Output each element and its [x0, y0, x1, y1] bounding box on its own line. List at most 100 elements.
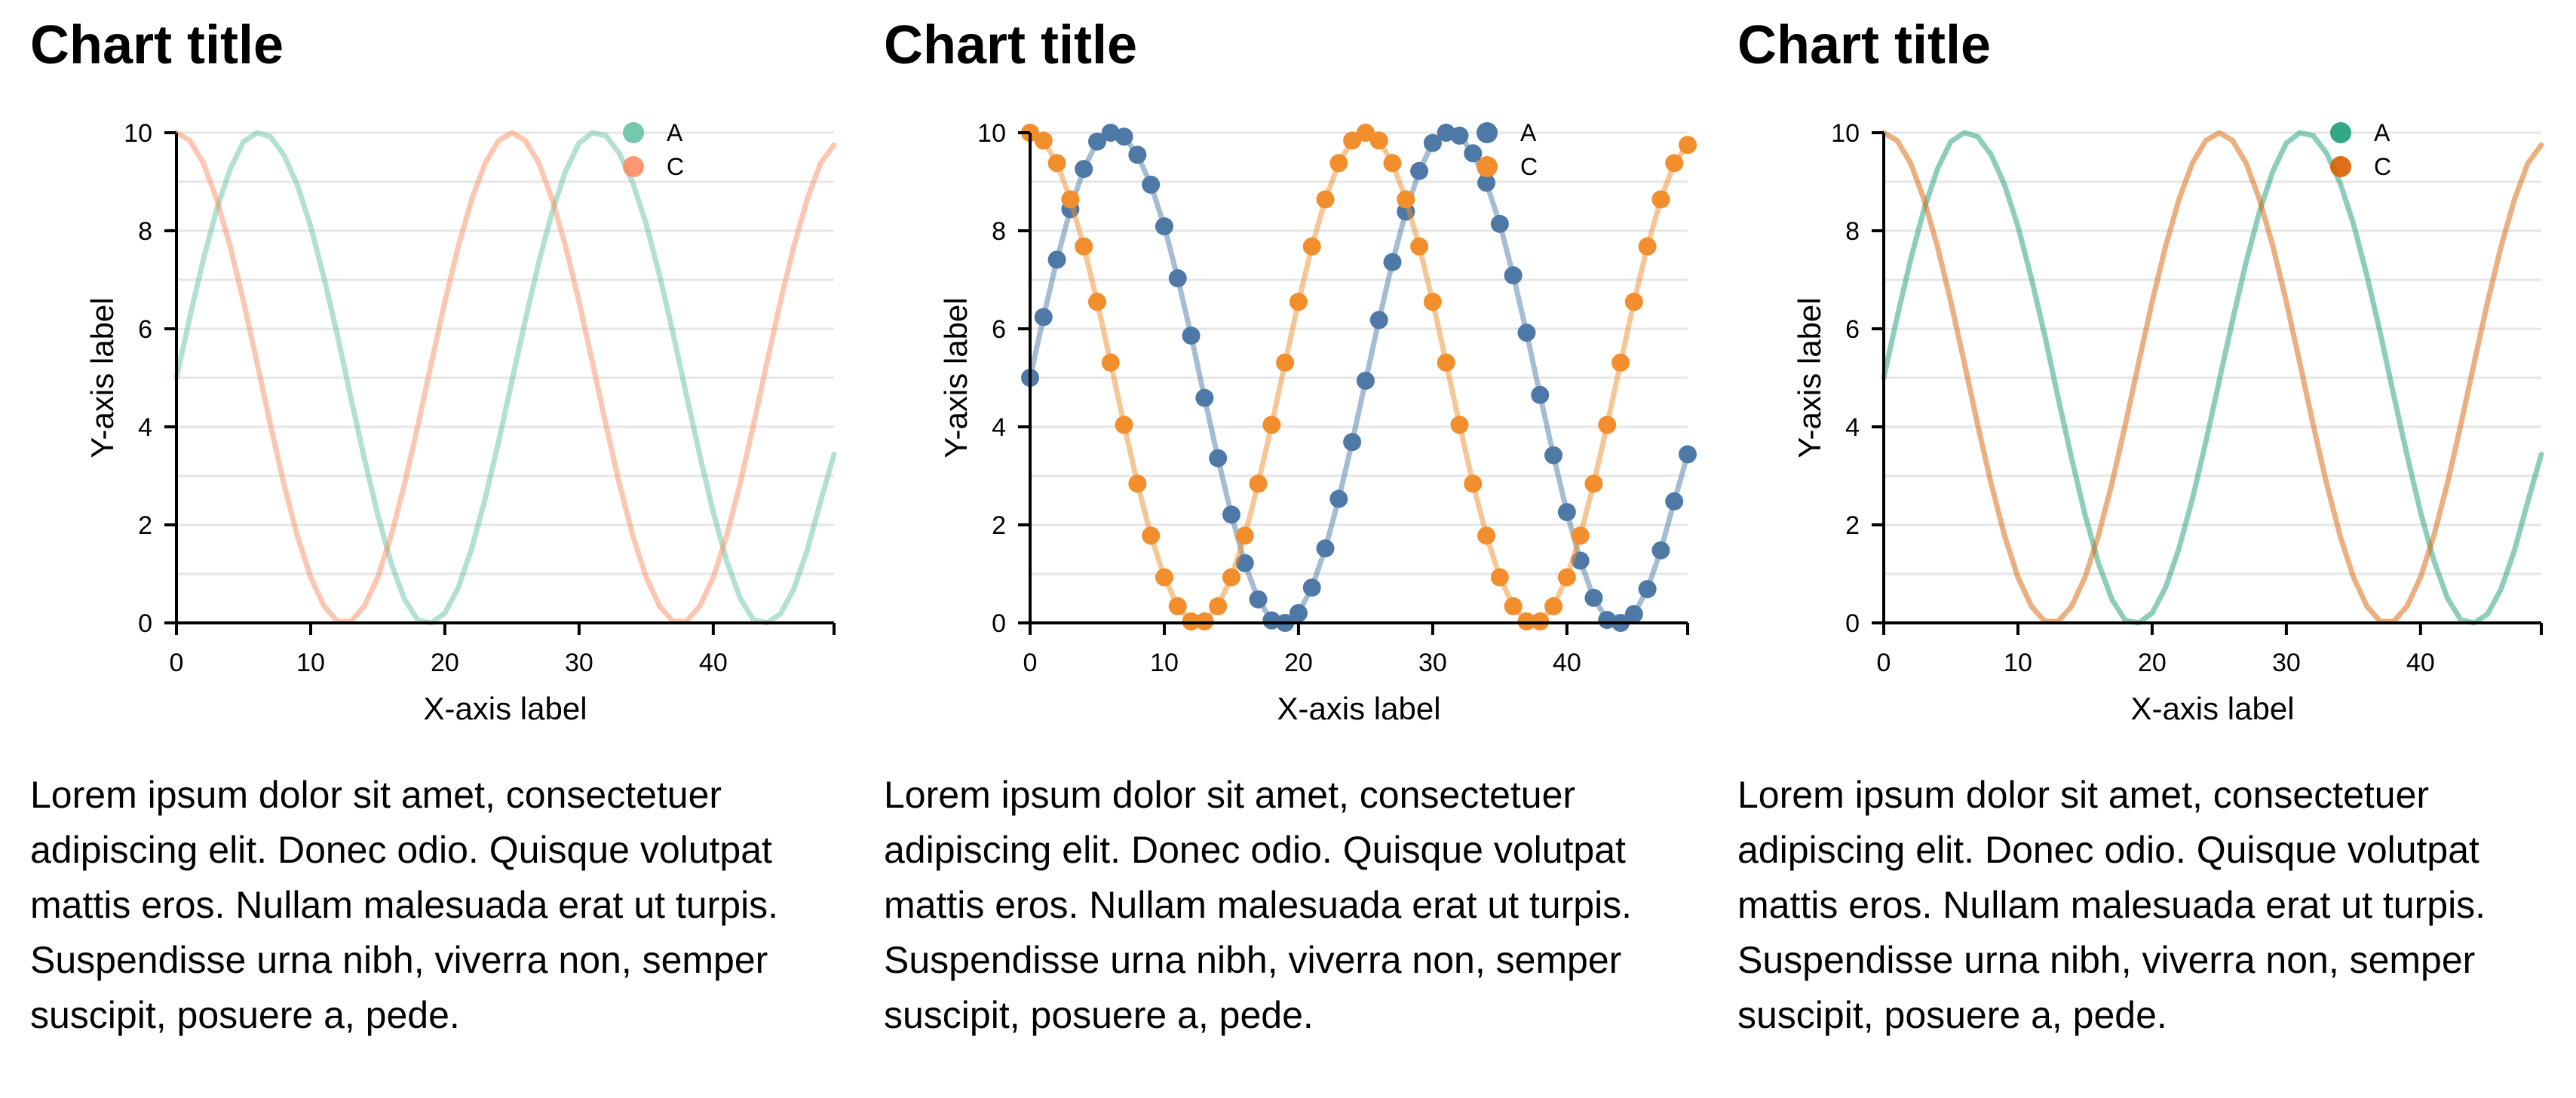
legend: AC [1477, 119, 1538, 180]
data-point [1128, 146, 1147, 164]
data-point [1209, 449, 1228, 468]
x-tick-label: 40 [1553, 649, 1581, 677]
x-tick-label: 20 [2138, 649, 2167, 677]
y-tick-label: 6 [992, 315, 1006, 344]
data-point [1316, 190, 1335, 209]
x-axis-title: X-axis label [423, 691, 587, 726]
axes: 0 2 4 6 8 10 0 10 20 30 40 [1831, 119, 2543, 677]
y-tick-label: 6 [138, 315, 152, 344]
data-point [1423, 133, 1442, 152]
data-point [1477, 526, 1496, 545]
legend-swatch [2330, 122, 2351, 143]
series-A [1881, 130, 2544, 626]
data-point [1450, 416, 1469, 434]
legend-swatch [2330, 156, 2351, 177]
data-point [1651, 190, 1670, 209]
series-C [1021, 124, 1697, 631]
legend-swatch [1477, 156, 1498, 177]
data-point [1651, 541, 1670, 560]
y-tick-label: 10 [977, 119, 1006, 148]
data-point [1450, 126, 1469, 145]
data-point [1490, 214, 1509, 233]
data-point [1397, 190, 1415, 209]
data-point [1061, 190, 1080, 209]
data-point [1517, 324, 1536, 342]
data-point [1464, 144, 1483, 163]
chart-panel-3: Chart title 0 2 4 6 8 10 0 10 20 30 40 X-axis label… [1737, 0, 2559, 1098]
data-point [1128, 474, 1147, 493]
y-tick-label: 8 [1845, 217, 1860, 246]
data-point [1369, 131, 1388, 150]
grid-lines [1884, 131, 2541, 575]
y-tick-label: 4 [992, 413, 1006, 442]
data-point [1624, 293, 1643, 311]
data-point [1383, 253, 1402, 271]
legend-swatch [623, 122, 644, 143]
y-tick-label: 2 [138, 511, 152, 540]
chart-title: Chart title [30, 15, 284, 75]
data-point [1302, 237, 1321, 256]
x-tick-label: 30 [1418, 649, 1447, 677]
x-tick-label: 20 [1284, 649, 1313, 677]
chart-caption: Lorem ipsum dolor sit amet, consectetuer… [30, 774, 779, 1036]
x-axis-title: X-axis label [2130, 691, 2294, 726]
chart-2: 0 2 4 6 8 10 0 10 20 30 40 X-axis label Y-axis label… [938, 119, 1697, 726]
data-point [1410, 161, 1429, 180]
data-point [1544, 597, 1563, 615]
y-tick-label: 8 [138, 217, 152, 246]
data-point [1142, 526, 1161, 545]
legend-swatch [1477, 122, 1498, 143]
data-point [1276, 353, 1295, 372]
series-line [1881, 130, 2544, 624]
data-point [1316, 539, 1335, 558]
x-tick-label: 40 [699, 649, 728, 677]
data-point [1262, 611, 1281, 630]
data-point [1557, 568, 1576, 587]
data-point [1101, 353, 1120, 372]
y-tick-label: 8 [992, 217, 1006, 246]
axes: 0 2 4 6 8 10 0 10 20 30 40 [977, 119, 1689, 677]
data-point [1087, 132, 1106, 151]
data-point [1679, 136, 1697, 155]
y-tick-label: 0 [1845, 609, 1860, 638]
series-C [173, 130, 837, 624]
y-tick-label: 10 [124, 119, 152, 148]
series-A [173, 130, 837, 626]
data-point [1356, 371, 1375, 390]
data-point [1490, 568, 1509, 587]
y-tick-label: 4 [1845, 413, 1860, 442]
data-point [1383, 154, 1402, 173]
data-point [1356, 124, 1375, 142]
data-point [1142, 175, 1161, 194]
y-axis-title: Y-axis label [84, 297, 120, 458]
data-point [1612, 353, 1630, 372]
y-tick-label: 2 [992, 511, 1006, 540]
data-point [1115, 127, 1133, 146]
x-tick-label: 10 [2004, 649, 2032, 677]
data-point [1195, 388, 1214, 407]
y-tick-label: 6 [1845, 315, 1860, 344]
data-point [1638, 580, 1657, 599]
data-point [1289, 293, 1308, 311]
data-point [1624, 605, 1643, 624]
data-point [1222, 505, 1240, 524]
data-point [1329, 489, 1348, 508]
chart-title: Chart title [1737, 15, 1992, 75]
data-point [1477, 173, 1496, 192]
data-point [1087, 293, 1106, 311]
data-point [1437, 353, 1455, 372]
y-axis-title: Y-axis label [1792, 297, 1827, 458]
data-point [1182, 327, 1201, 345]
y-axis-title: Y-axis label [938, 297, 974, 458]
chart-title: Chart title [884, 15, 1138, 75]
data-point [1584, 474, 1603, 493]
x-tick-label: 30 [565, 649, 593, 677]
x-tick-label: 30 [2272, 649, 2301, 677]
x-tick-label: 0 [1023, 649, 1038, 677]
data-point [1679, 445, 1697, 464]
data-point [1168, 269, 1187, 288]
x-tick-label: 10 [1150, 649, 1179, 677]
data-point [1329, 154, 1348, 173]
chart-caption: Lorem ipsum dolor sit amet, consectetuer… [1737, 774, 2486, 1036]
x-tick-label: 0 [1877, 649, 1891, 677]
